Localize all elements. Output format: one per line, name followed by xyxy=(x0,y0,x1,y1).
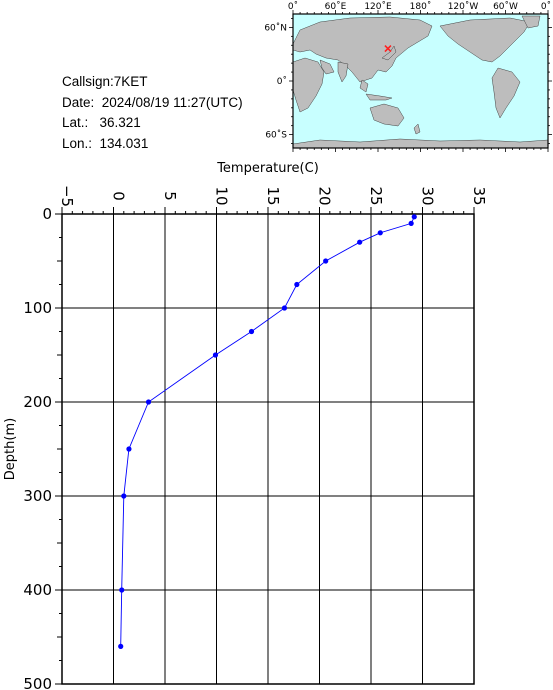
data-point xyxy=(126,446,132,452)
x-tick-label: 10 xyxy=(213,186,231,205)
map-lon-label: 180˚ xyxy=(410,1,432,12)
x-tick-labels: −5 0 5 10 15 20 25 30 35 xyxy=(58,185,488,207)
y-tick-label: 400 xyxy=(23,581,52,599)
y-tick-label: 100 xyxy=(23,299,52,317)
date-label: Date: 2024/08/19 11:27(UTC) xyxy=(62,94,243,110)
data-point xyxy=(121,493,127,499)
latitude-label: Lat.: 36.321 xyxy=(62,115,141,130)
data-point xyxy=(118,643,124,650)
map-lon-label: 0˚ xyxy=(541,1,551,12)
map-longitude-labels: 0˚ 60˚E 120˚E 180˚ 120˚W 60˚W 0˚ xyxy=(288,1,551,12)
map-lon-label: 60˚W xyxy=(493,1,518,12)
map-land xyxy=(292,15,549,149)
map-frame-ticks xyxy=(289,10,552,152)
map-lat-label: 60˚S xyxy=(265,130,287,141)
data-point xyxy=(323,258,329,264)
map-lon-label: 120˚W xyxy=(448,1,479,12)
y-tick-label: 0 xyxy=(42,205,52,223)
map-lat-label: 0˚ xyxy=(277,76,287,87)
x-tick-label: 5 xyxy=(161,191,179,201)
data-point xyxy=(119,587,125,593)
x-tick-label: 35 xyxy=(470,186,488,205)
callsign-label: Callsign:7KET xyxy=(62,74,148,89)
map-lon-label: 0˚ xyxy=(288,1,298,12)
data-point xyxy=(294,281,300,288)
x-tick-label: 0 xyxy=(110,191,128,201)
x-tick-label: 15 xyxy=(264,186,282,205)
data-point xyxy=(281,305,288,311)
data-point xyxy=(377,230,383,236)
y-tick-label: 300 xyxy=(23,487,52,505)
data-point xyxy=(248,328,255,335)
x-tick-label: −5 xyxy=(58,185,76,207)
y-tick-label: 500 xyxy=(23,675,52,690)
data-point xyxy=(145,399,152,405)
data-point xyxy=(408,220,414,226)
map-lon-label: 120˚E xyxy=(364,1,392,12)
series-temperature xyxy=(118,214,417,650)
temperature-profile-chart: −5 0 5 10 15 20 25 30 35 0 100 200 300 400 500 Temper… xyxy=(3,161,488,690)
data-point xyxy=(357,239,363,245)
data-point xyxy=(411,214,417,220)
map-lat-label: 60˚N xyxy=(264,22,287,33)
station-marker-icon xyxy=(384,44,392,53)
map-latitude-labels: 60˚N 0˚ 60˚S xyxy=(264,22,287,140)
chart-ticks xyxy=(55,207,475,685)
data-point xyxy=(212,352,219,358)
station-info: Callsign:7KET Date: 2024/08/19 11:27(UTC… xyxy=(62,72,243,154)
x-tick-label: 20 xyxy=(316,186,334,205)
x-tick-label: 25 xyxy=(367,186,385,205)
map-lon-label: 60˚E xyxy=(325,1,347,12)
y-tick-labels: 0 100 200 300 400 500 xyxy=(23,205,52,690)
station-marker-stroke xyxy=(384,44,392,53)
y-axis-title: Depth(m) xyxy=(3,418,18,480)
longitude-label: Lon.: 134.031 xyxy=(62,135,149,151)
y-tick-label: 200 xyxy=(23,393,52,411)
x-axis-title: Temperature(C) xyxy=(216,161,319,176)
profile-line xyxy=(120,216,415,647)
chart-grid xyxy=(62,214,474,684)
world-map: 0˚ 60˚E 120˚E 180˚ 120˚W 60˚W 0˚ 60˚N0˚60˚S xyxy=(264,1,552,152)
x-tick-label: 30 xyxy=(419,186,437,205)
